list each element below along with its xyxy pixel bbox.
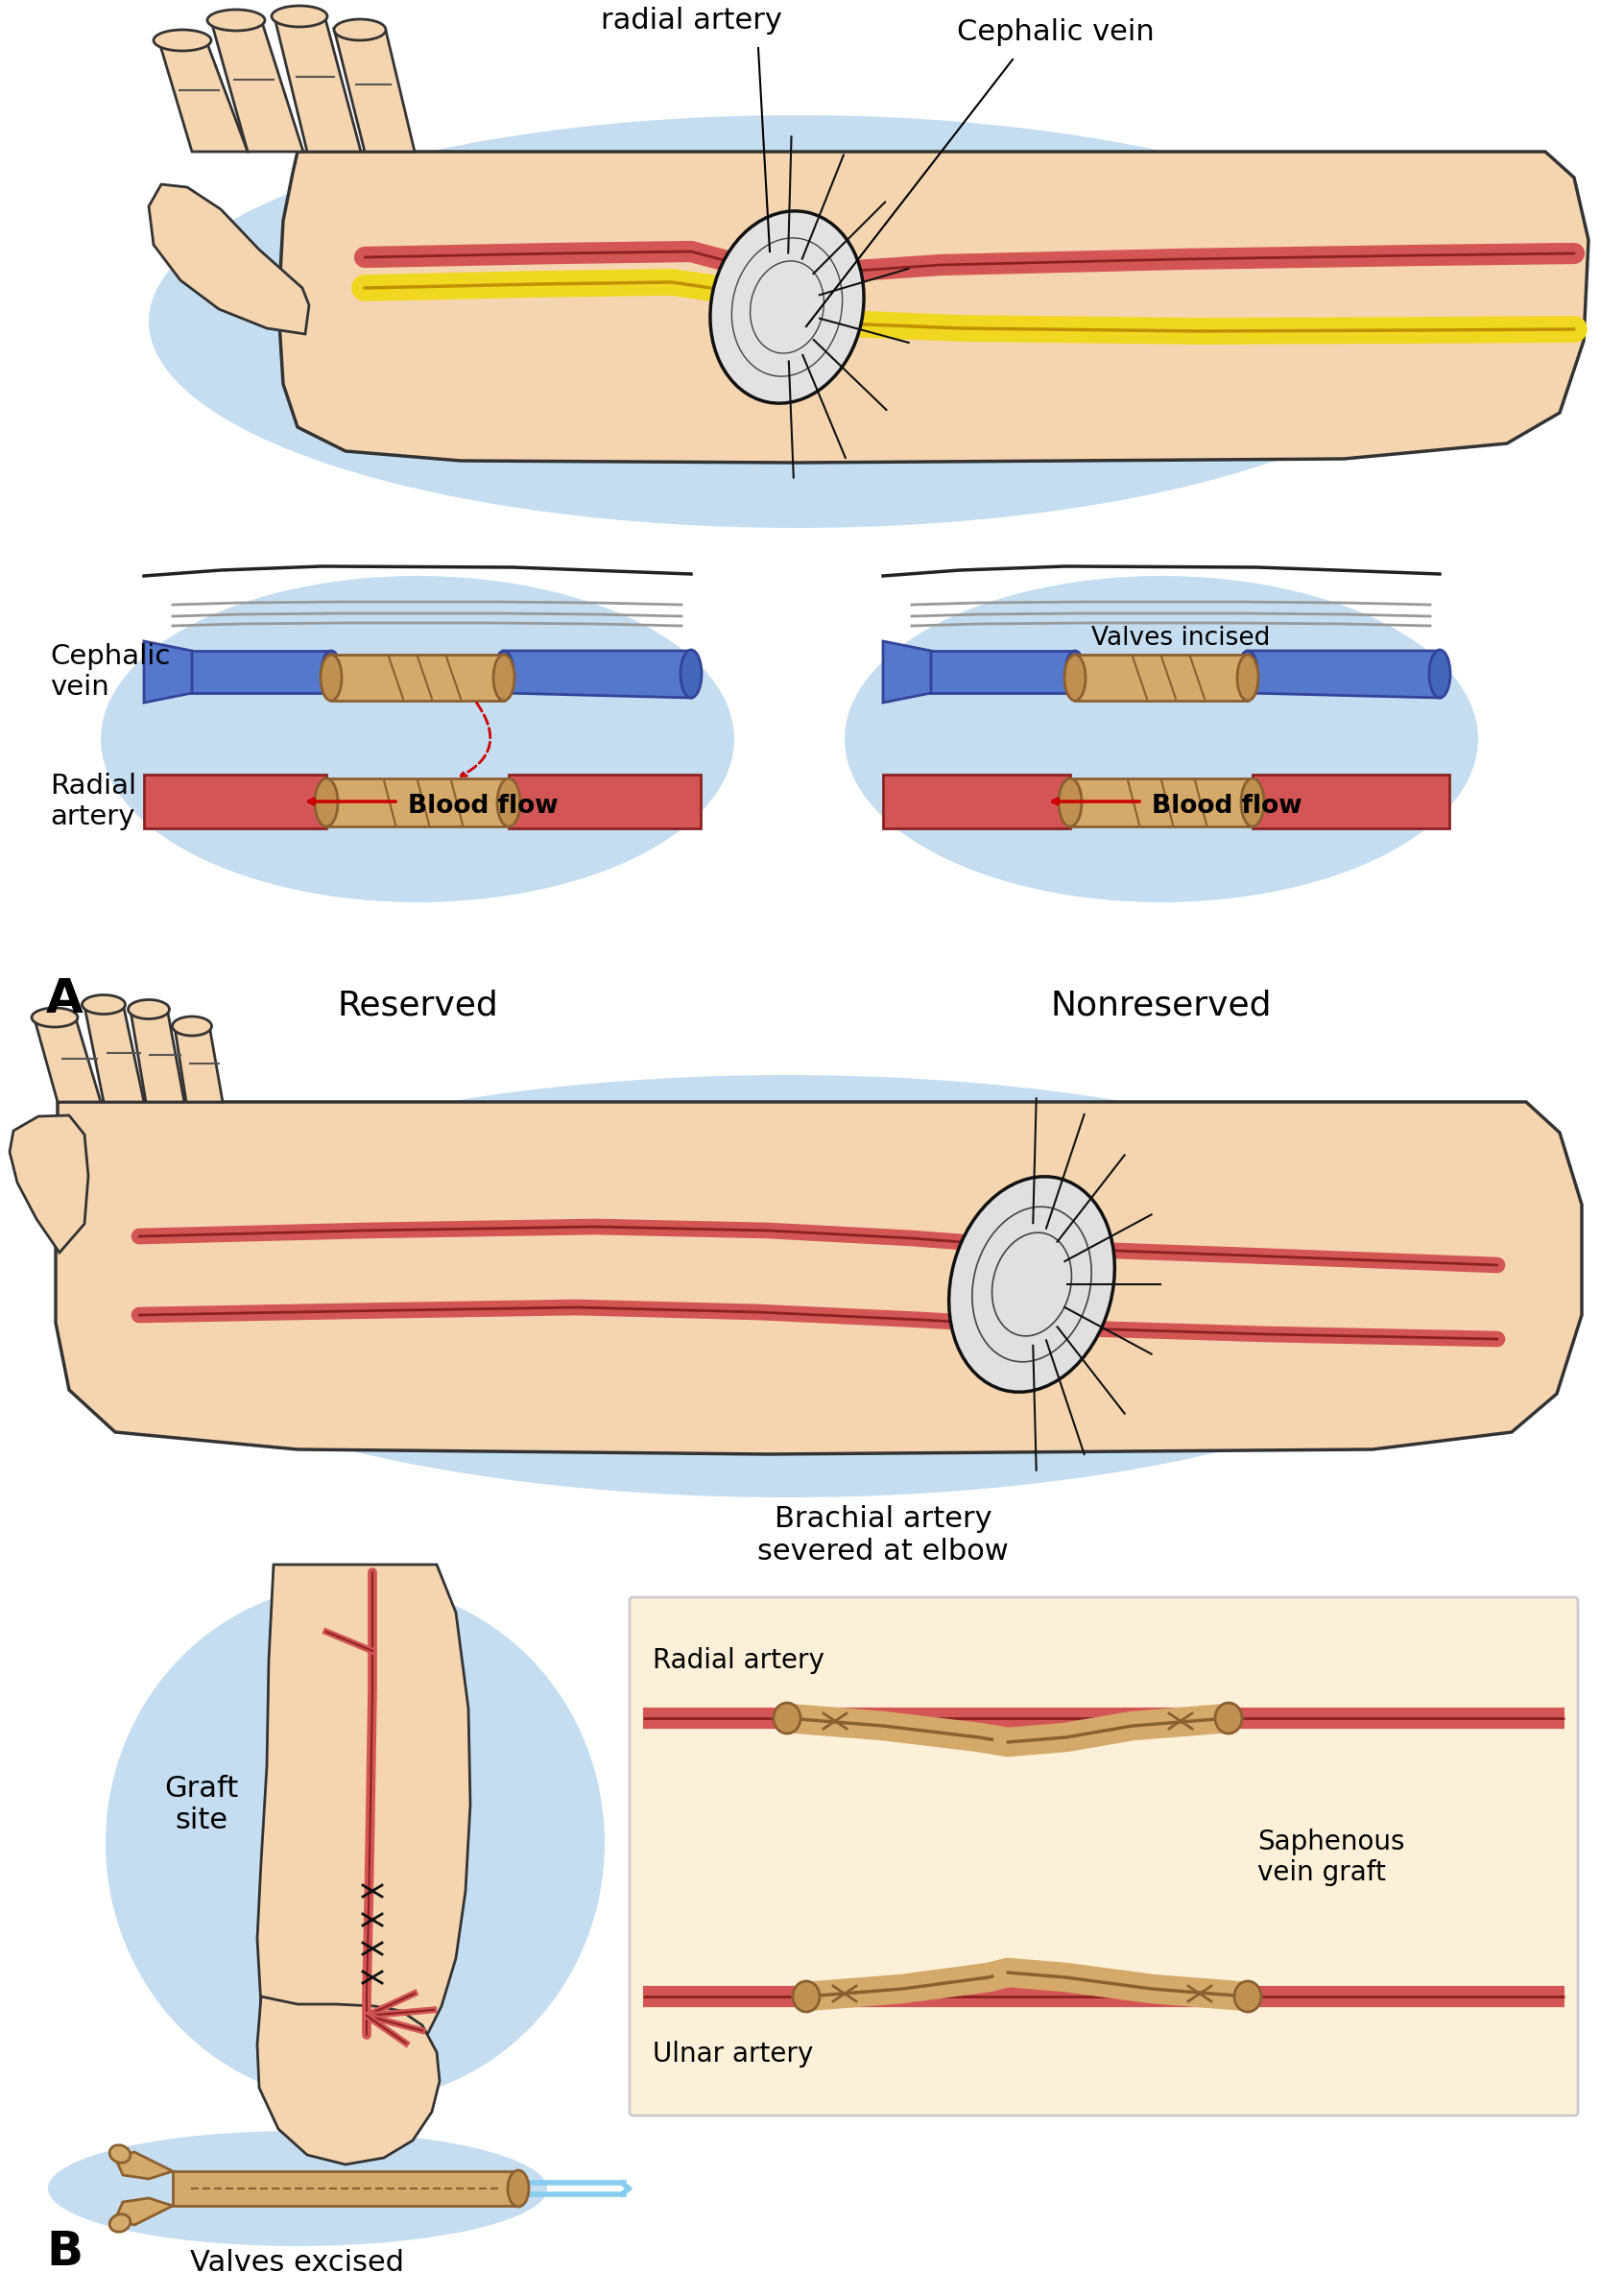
FancyBboxPatch shape bbox=[630, 1598, 1578, 2115]
Polygon shape bbox=[331, 654, 504, 700]
Ellipse shape bbox=[322, 650, 341, 693]
Ellipse shape bbox=[106, 1584, 605, 2103]
Ellipse shape bbox=[91, 1075, 1483, 1497]
Polygon shape bbox=[1070, 778, 1253, 827]
Ellipse shape bbox=[507, 2170, 530, 2206]
Ellipse shape bbox=[110, 2213, 130, 2232]
Text: Blood flow: Blood flow bbox=[1152, 794, 1302, 820]
Polygon shape bbox=[131, 1008, 184, 1102]
Polygon shape bbox=[115, 2197, 173, 2225]
Polygon shape bbox=[1075, 654, 1248, 700]
Polygon shape bbox=[1248, 650, 1440, 698]
Ellipse shape bbox=[1214, 1704, 1242, 1733]
Polygon shape bbox=[56, 1102, 1582, 1453]
Ellipse shape bbox=[680, 650, 702, 698]
Ellipse shape bbox=[48, 2131, 547, 2245]
Ellipse shape bbox=[1242, 778, 1264, 827]
Ellipse shape bbox=[1237, 654, 1258, 700]
Polygon shape bbox=[10, 1116, 88, 1254]
Polygon shape bbox=[278, 152, 1589, 464]
Polygon shape bbox=[173, 2172, 518, 2206]
Ellipse shape bbox=[794, 1981, 819, 2011]
Ellipse shape bbox=[173, 1017, 211, 1035]
Ellipse shape bbox=[208, 9, 266, 30]
Ellipse shape bbox=[494, 650, 514, 693]
Polygon shape bbox=[144, 650, 331, 693]
Polygon shape bbox=[275, 16, 362, 152]
Text: Nonreserved: Nonreserved bbox=[1051, 990, 1272, 1022]
Polygon shape bbox=[149, 184, 309, 333]
Ellipse shape bbox=[498, 778, 520, 827]
Text: A: A bbox=[46, 976, 83, 1022]
Text: Severed
radial artery: Severed radial artery bbox=[600, 0, 782, 34]
Polygon shape bbox=[160, 39, 248, 152]
Polygon shape bbox=[35, 1015, 101, 1102]
Text: Brachial artery
severed at elbow: Brachial artery severed at elbow bbox=[757, 1506, 1008, 1566]
Polygon shape bbox=[115, 2151, 173, 2179]
Polygon shape bbox=[883, 641, 931, 703]
Ellipse shape bbox=[149, 115, 1445, 528]
Polygon shape bbox=[211, 18, 304, 152]
Text: Radial artery: Radial artery bbox=[653, 1646, 824, 1674]
Ellipse shape bbox=[272, 7, 328, 28]
Polygon shape bbox=[85, 1003, 144, 1102]
Ellipse shape bbox=[1064, 654, 1085, 700]
Ellipse shape bbox=[320, 654, 342, 700]
Text: Ulnar artery: Ulnar artery bbox=[653, 2041, 813, 2069]
Polygon shape bbox=[144, 774, 326, 829]
Polygon shape bbox=[1253, 774, 1450, 829]
Text: Cephalic vein: Cephalic vein bbox=[957, 18, 1155, 46]
Text: Graft
site: Graft site bbox=[165, 1775, 238, 1835]
Polygon shape bbox=[174, 1024, 222, 1102]
Ellipse shape bbox=[110, 2144, 130, 2163]
Text: Cephalic
vein: Cephalic vein bbox=[50, 643, 170, 700]
Text: Valves incised: Valves incised bbox=[1091, 627, 1270, 650]
Ellipse shape bbox=[1234, 1981, 1261, 2011]
Text: Reserved: Reserved bbox=[338, 990, 498, 1022]
Text: B: B bbox=[46, 2229, 83, 2275]
Ellipse shape bbox=[1429, 650, 1450, 698]
Text: Blood flow: Blood flow bbox=[408, 794, 558, 820]
Ellipse shape bbox=[1238, 650, 1258, 693]
Ellipse shape bbox=[710, 211, 864, 404]
Ellipse shape bbox=[845, 576, 1478, 902]
Ellipse shape bbox=[82, 994, 125, 1015]
Ellipse shape bbox=[315, 778, 338, 827]
Text: Saphenous
vein graft: Saphenous vein graft bbox=[1258, 1828, 1405, 1887]
Ellipse shape bbox=[949, 1176, 1115, 1391]
Polygon shape bbox=[144, 641, 192, 703]
Polygon shape bbox=[258, 1998, 440, 2165]
Ellipse shape bbox=[101, 576, 734, 902]
Polygon shape bbox=[504, 650, 691, 698]
Ellipse shape bbox=[128, 999, 170, 1019]
Ellipse shape bbox=[334, 18, 386, 41]
Polygon shape bbox=[326, 778, 509, 827]
Ellipse shape bbox=[32, 1008, 78, 1026]
Polygon shape bbox=[509, 774, 701, 829]
Ellipse shape bbox=[493, 654, 515, 700]
Polygon shape bbox=[334, 30, 414, 152]
Ellipse shape bbox=[1059, 778, 1082, 827]
Polygon shape bbox=[258, 1564, 470, 2092]
Ellipse shape bbox=[154, 30, 211, 51]
Ellipse shape bbox=[1066, 650, 1085, 693]
Polygon shape bbox=[883, 650, 1075, 693]
Ellipse shape bbox=[774, 1704, 800, 1733]
Text: Radial
artery: Radial artery bbox=[50, 771, 136, 831]
Polygon shape bbox=[883, 774, 1070, 829]
Text: Valves excised: Valves excised bbox=[190, 2250, 405, 2278]
